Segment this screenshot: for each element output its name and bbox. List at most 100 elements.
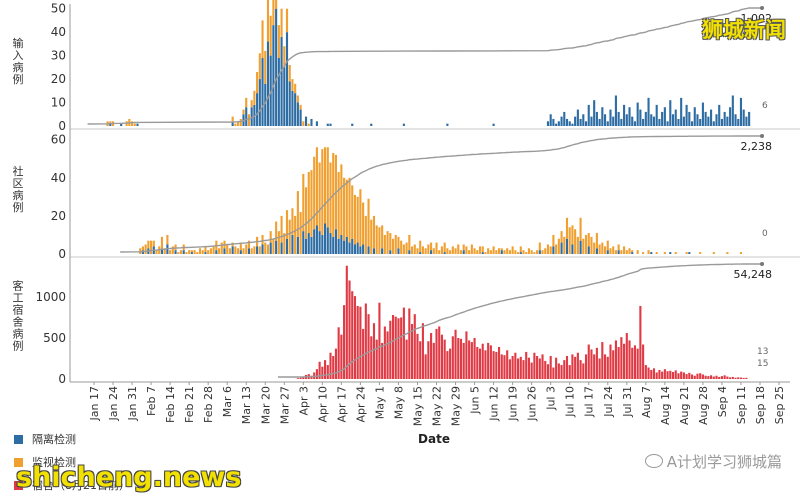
bar [231, 246, 234, 255]
bar [291, 208, 294, 235]
bar [655, 252, 658, 254]
bar [334, 348, 337, 379]
legend-swatch-quarantine [14, 435, 23, 444]
bar [239, 118, 242, 126]
bar [742, 377, 745, 379]
y-tick-label: 500 [43, 331, 66, 345]
x-tick-label: Jul 31 [621, 386, 634, 418]
bar [394, 316, 397, 379]
bar [174, 250, 177, 254]
bar [590, 236, 593, 254]
bar [304, 187, 308, 239]
bar [160, 236, 164, 249]
bar [296, 95, 299, 103]
bar [462, 250, 465, 254]
bar [655, 104, 658, 126]
bar [291, 79, 294, 91]
last-value-label: 0 [762, 229, 768, 239]
y-tick-label: 60 [51, 133, 66, 147]
bar [606, 250, 609, 254]
bar [294, 215, 297, 255]
bar [617, 250, 620, 254]
bar [609, 109, 612, 126]
bar [527, 357, 530, 379]
bar [264, 83, 267, 126]
bar [351, 123, 354, 126]
y-tick-label: 0 [58, 247, 66, 261]
bar [296, 236, 299, 254]
bar [650, 252, 653, 254]
bar [476, 346, 479, 379]
bar [620, 337, 623, 379]
bar [533, 252, 536, 254]
bar [487, 342, 490, 379]
bar [674, 370, 677, 379]
bar [375, 339, 378, 379]
bar [443, 339, 446, 379]
bar [739, 97, 743, 126]
bar [324, 147, 327, 224]
bar [294, 83, 297, 94]
y-tick-label: 1000 [35, 290, 66, 304]
bar [574, 356, 577, 379]
bar [593, 242, 596, 254]
x-tick-label: Sep 11 [735, 386, 748, 424]
bar [603, 354, 607, 379]
bar [356, 242, 359, 254]
bar [343, 305, 346, 379]
bar [563, 236, 566, 254]
bar [381, 342, 384, 379]
bar [261, 20, 264, 58]
bar [283, 233, 286, 254]
bar [109, 121, 112, 124]
x-tick-label: Jul 24 [602, 386, 615, 418]
bar [642, 252, 645, 254]
y-axis-label-char: 宿 [13, 303, 24, 317]
bar [421, 323, 424, 379]
bar [367, 314, 370, 379]
bar [538, 242, 541, 251]
bar [563, 360, 566, 379]
bar [731, 376, 734, 379]
bar [402, 244, 405, 254]
bar [449, 348, 452, 379]
bar [492, 351, 495, 379]
bar [321, 234, 324, 254]
bar [329, 233, 332, 254]
bar [378, 302, 381, 379]
bar [345, 265, 348, 379]
bar [555, 357, 558, 379]
bar [353, 194, 357, 245]
bar [726, 252, 729, 254]
bar [324, 360, 327, 379]
legend-label-surveillance: 监视检测 [32, 456, 76, 469]
bar [427, 244, 430, 254]
bar [217, 248, 221, 254]
bar [495, 351, 498, 379]
bar [718, 104, 721, 126]
y-axis-label: 输入病例 [13, 36, 24, 86]
bar [381, 248, 384, 254]
x-axis-label: Date [418, 432, 450, 446]
bar [457, 337, 460, 379]
bar [245, 97, 248, 108]
y-axis-label-char: 区 [13, 177, 24, 190]
bar [625, 250, 628, 254]
bar [647, 367, 650, 379]
bar [536, 250, 539, 254]
x-tick-label: Jan 24 [107, 386, 120, 421]
bar [198, 248, 202, 254]
bar [606, 240, 609, 251]
bar [546, 121, 550, 126]
bar [595, 248, 598, 254]
bar [226, 244, 229, 254]
bar [701, 102, 704, 126]
bar [663, 107, 666, 126]
bar [435, 242, 438, 254]
bar [193, 250, 196, 254]
bar [628, 340, 631, 379]
bar [182, 250, 185, 254]
cumulative-total-label: 1,002 [741, 12, 773, 25]
bar [631, 116, 634, 126]
bar [598, 118, 601, 126]
